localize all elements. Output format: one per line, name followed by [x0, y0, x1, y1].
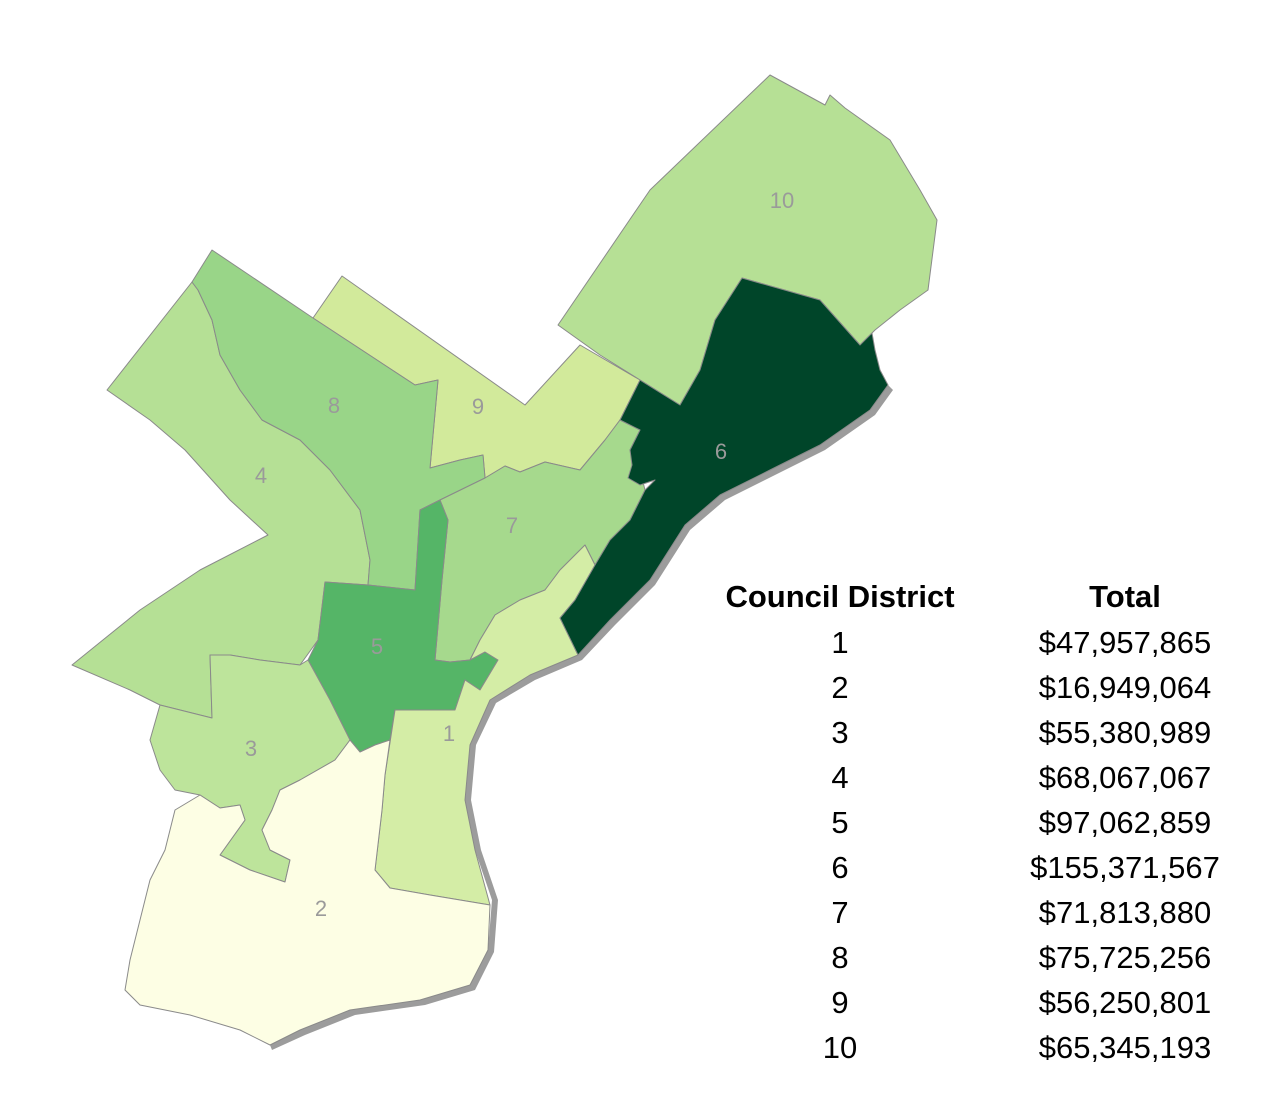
table-row: 2 $16,949,064	[700, 665, 1270, 710]
total-cell: $71,813,880	[1038, 894, 1212, 930]
table-row: 1 $47,957,865	[700, 620, 1270, 665]
table-row: 8 $75,725,256	[700, 935, 1270, 980]
district-cell: 10	[822, 1029, 858, 1065]
district-1-region	[374, 544, 596, 906]
district-cell: 2	[831, 669, 849, 705]
district-label-2: 2	[315, 896, 327, 921]
total-cell: $47,957,865	[1038, 624, 1212, 660]
header-council-district: Council District	[725, 579, 955, 614]
total-cell: $155,371,567	[1030, 849, 1220, 885]
total-cell: $55,380,989	[1038, 714, 1212, 750]
district-label-4: 4	[255, 463, 267, 488]
table-row: 10 $65,345,193	[700, 1025, 1270, 1070]
total-cell: $16,949,064	[1038, 669, 1212, 705]
district-cell: 5	[831, 804, 849, 840]
total-cell: $65,345,193	[1038, 1029, 1212, 1065]
table-row: 9 $56,250,801	[700, 980, 1270, 1025]
table-row: 6 $155,371,567	[700, 845, 1270, 890]
district-cell: 9	[831, 984, 849, 1020]
table-row: 3 $55,380,989	[700, 710, 1270, 755]
district-cell: 8	[831, 939, 849, 975]
district-label-1: 1	[443, 721, 455, 746]
total-cell: $68,067,067	[1038, 759, 1212, 795]
header-total: Total	[1089, 579, 1161, 614]
total-cell: $75,725,256	[1038, 939, 1212, 975]
district-cell: 4	[831, 759, 849, 795]
table-header-row: Council District Total	[700, 574, 1270, 620]
district-label-7: 7	[506, 513, 518, 538]
district-totals-table: Council District Total 1 $47,957,865 2 $…	[700, 574, 1270, 1070]
district-6-region	[559, 277, 889, 656]
district-label-9: 9	[472, 394, 484, 419]
district-cell: 3	[831, 714, 849, 750]
district-cell: 7	[831, 894, 849, 930]
district-label-10: 10	[770, 188, 794, 213]
district-label-3: 3	[245, 736, 257, 761]
district-cell: 6	[831, 849, 849, 885]
district-2-region	[124, 739, 491, 1046]
district-cell: 1	[831, 624, 849, 660]
table-row: 4 $68,067,067	[700, 755, 1270, 800]
total-cell: $56,250,801	[1038, 984, 1212, 1020]
table-row: 7 $71,813,880	[700, 890, 1270, 935]
district-label-6: 6	[715, 439, 727, 464]
table-row: 5 $97,062,859	[700, 800, 1270, 845]
district-label-5: 5	[371, 634, 383, 659]
total-cell: $97,062,859	[1038, 804, 1212, 840]
district-label-8: 8	[328, 393, 340, 418]
